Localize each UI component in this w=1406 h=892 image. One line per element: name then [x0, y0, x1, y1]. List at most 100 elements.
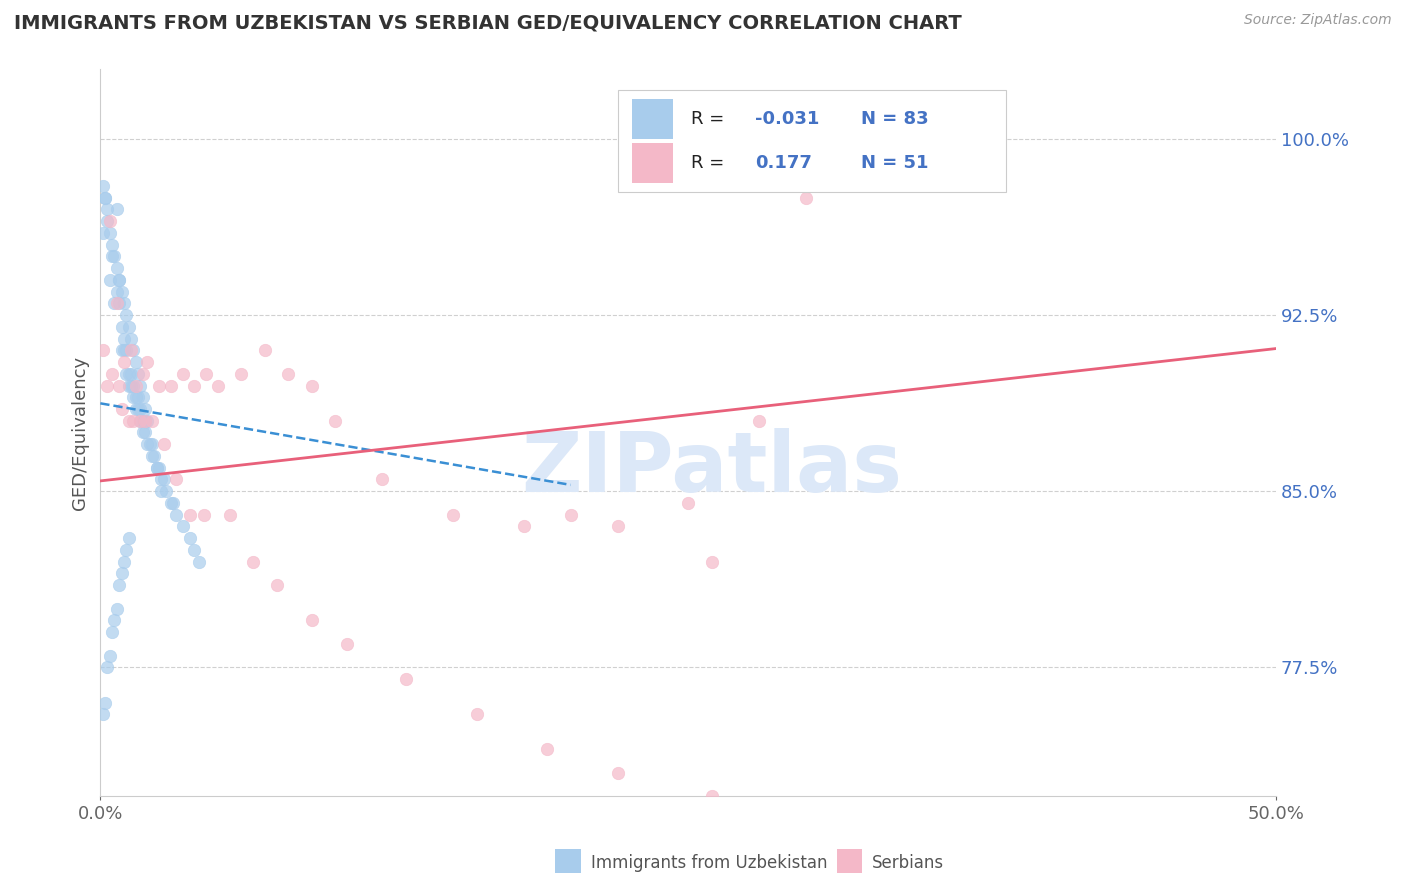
- Point: [117, 319, 139, 334]
- Point: [96, 202, 118, 217]
- Point: [301, 613, 323, 627]
- Point: [207, 378, 229, 392]
- Point: [700, 789, 723, 804]
- Point: [153, 472, 176, 486]
- Point: [122, 343, 145, 358]
- Point: [129, 414, 152, 428]
- Point: [120, 332, 142, 346]
- Point: [165, 508, 187, 522]
- Point: [134, 414, 156, 428]
- Point: [560, 508, 582, 522]
- Point: [112, 355, 135, 369]
- Point: [218, 508, 240, 522]
- Text: Source: ZipAtlas.com: Source: ZipAtlas.com: [1244, 13, 1392, 28]
- Point: [155, 484, 177, 499]
- Text: 0.177: 0.177: [755, 154, 813, 172]
- Point: [110, 285, 132, 299]
- Point: [91, 707, 114, 722]
- Bar: [617, 90, 1005, 193]
- Point: [183, 378, 205, 392]
- Point: [122, 390, 145, 404]
- Text: -0.031: -0.031: [755, 111, 820, 128]
- Point: [120, 378, 142, 392]
- Point: [103, 249, 125, 263]
- Point: [127, 390, 149, 404]
- Point: [108, 273, 131, 287]
- Point: [160, 378, 183, 392]
- Point: [108, 273, 131, 287]
- Point: [129, 402, 152, 417]
- Point: [117, 531, 139, 545]
- Point: [748, 414, 770, 428]
- Point: [112, 555, 135, 569]
- Point: [103, 613, 125, 627]
- Point: [112, 296, 135, 310]
- Point: [336, 637, 359, 651]
- Point: [162, 496, 184, 510]
- Point: [96, 214, 118, 228]
- Point: [188, 555, 211, 569]
- Point: [131, 367, 153, 381]
- Point: [91, 178, 114, 193]
- Point: [242, 555, 264, 569]
- Point: [94, 191, 117, 205]
- Point: [153, 437, 176, 451]
- Point: [700, 555, 723, 569]
- Point: [277, 367, 299, 381]
- Point: [150, 472, 173, 486]
- Point: [441, 508, 464, 522]
- Point: [105, 202, 128, 217]
- Point: [101, 237, 124, 252]
- Point: [195, 367, 218, 381]
- Point: [193, 508, 215, 522]
- Y-axis label: GED/Equivalency: GED/Equivalency: [72, 355, 89, 509]
- Point: [124, 390, 146, 404]
- Point: [150, 484, 173, 499]
- Point: [183, 542, 205, 557]
- Point: [676, 496, 699, 510]
- Point: [96, 378, 118, 392]
- Point: [120, 367, 142, 381]
- Point: [165, 472, 187, 486]
- Point: [127, 402, 149, 417]
- Point: [124, 355, 146, 369]
- Point: [101, 249, 124, 263]
- Point: [129, 378, 152, 392]
- Point: [131, 390, 153, 404]
- Point: [129, 414, 152, 428]
- Point: [98, 214, 121, 228]
- Point: [136, 355, 159, 369]
- Text: N = 51: N = 51: [860, 154, 928, 172]
- Point: [179, 531, 201, 545]
- Point: [105, 296, 128, 310]
- Point: [124, 402, 146, 417]
- Point: [141, 437, 163, 451]
- Point: [124, 378, 146, 392]
- Point: [127, 367, 149, 381]
- Point: [138, 437, 160, 451]
- Point: [253, 343, 276, 358]
- Point: [148, 460, 170, 475]
- Point: [122, 378, 145, 392]
- Point: [136, 414, 159, 428]
- Point: [134, 414, 156, 428]
- Point: [134, 402, 156, 417]
- Point: [117, 378, 139, 392]
- Point: [301, 378, 323, 392]
- Point: [108, 296, 131, 310]
- Bar: [631, 143, 673, 183]
- Point: [110, 343, 132, 358]
- Point: [101, 367, 124, 381]
- Text: IMMIGRANTS FROM UZBEKISTAN VS SERBIAN GED/EQUIVALENCY CORRELATION CHART: IMMIGRANTS FROM UZBEKISTAN VS SERBIAN GE…: [14, 13, 962, 32]
- Point: [371, 472, 394, 486]
- Point: [794, 191, 817, 205]
- Point: [96, 660, 118, 674]
- Point: [110, 319, 132, 334]
- Point: [91, 343, 114, 358]
- Point: [94, 191, 117, 205]
- Point: [465, 707, 488, 722]
- Point: [115, 367, 138, 381]
- Point: [146, 460, 169, 475]
- Text: Immigrants from Uzbekistan: Immigrants from Uzbekistan: [591, 855, 827, 872]
- Point: [606, 519, 628, 533]
